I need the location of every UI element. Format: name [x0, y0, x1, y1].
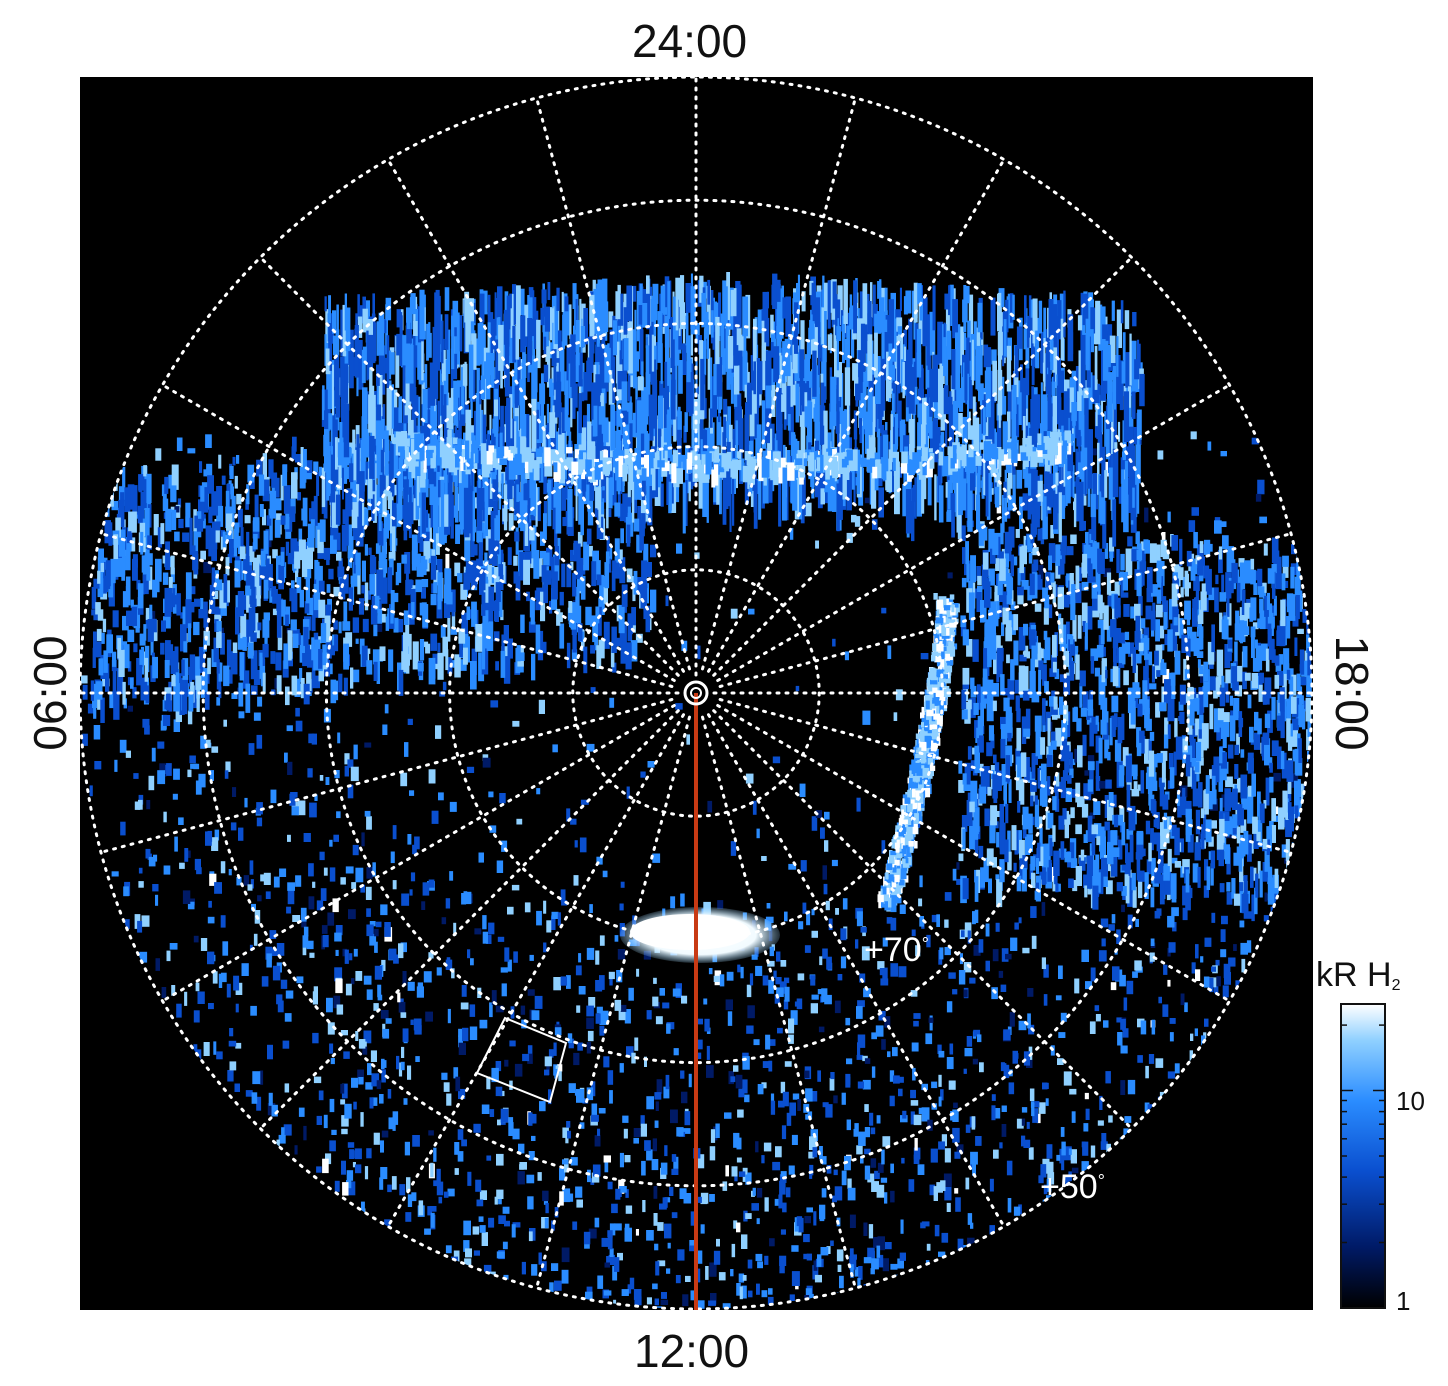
auroral-emission-layer	[81, 272, 1312, 1309]
local-time-label-midnight: 24:00	[632, 15, 748, 67]
region-outline-box	[475, 1016, 568, 1104]
colorbar-gradient	[1340, 1003, 1386, 1309]
pole-marker	[683, 680, 709, 706]
local-time-label-dusk: 18:00	[1326, 635, 1378, 751]
colorbar-title: kR H2	[1316, 956, 1401, 994]
latitude-label-50: +50°	[1040, 1168, 1105, 1206]
colorbar-tick-10: 10	[1396, 1086, 1425, 1116]
colorbar-tick-1: 1	[1396, 1286, 1411, 1316]
local-time-label-noon: 12:00	[634, 1325, 750, 1377]
colorbar	[1340, 1003, 1386, 1309]
latitude-label-70: +70°	[864, 931, 929, 969]
local-time-label-dawn: 06:00	[24, 635, 76, 751]
